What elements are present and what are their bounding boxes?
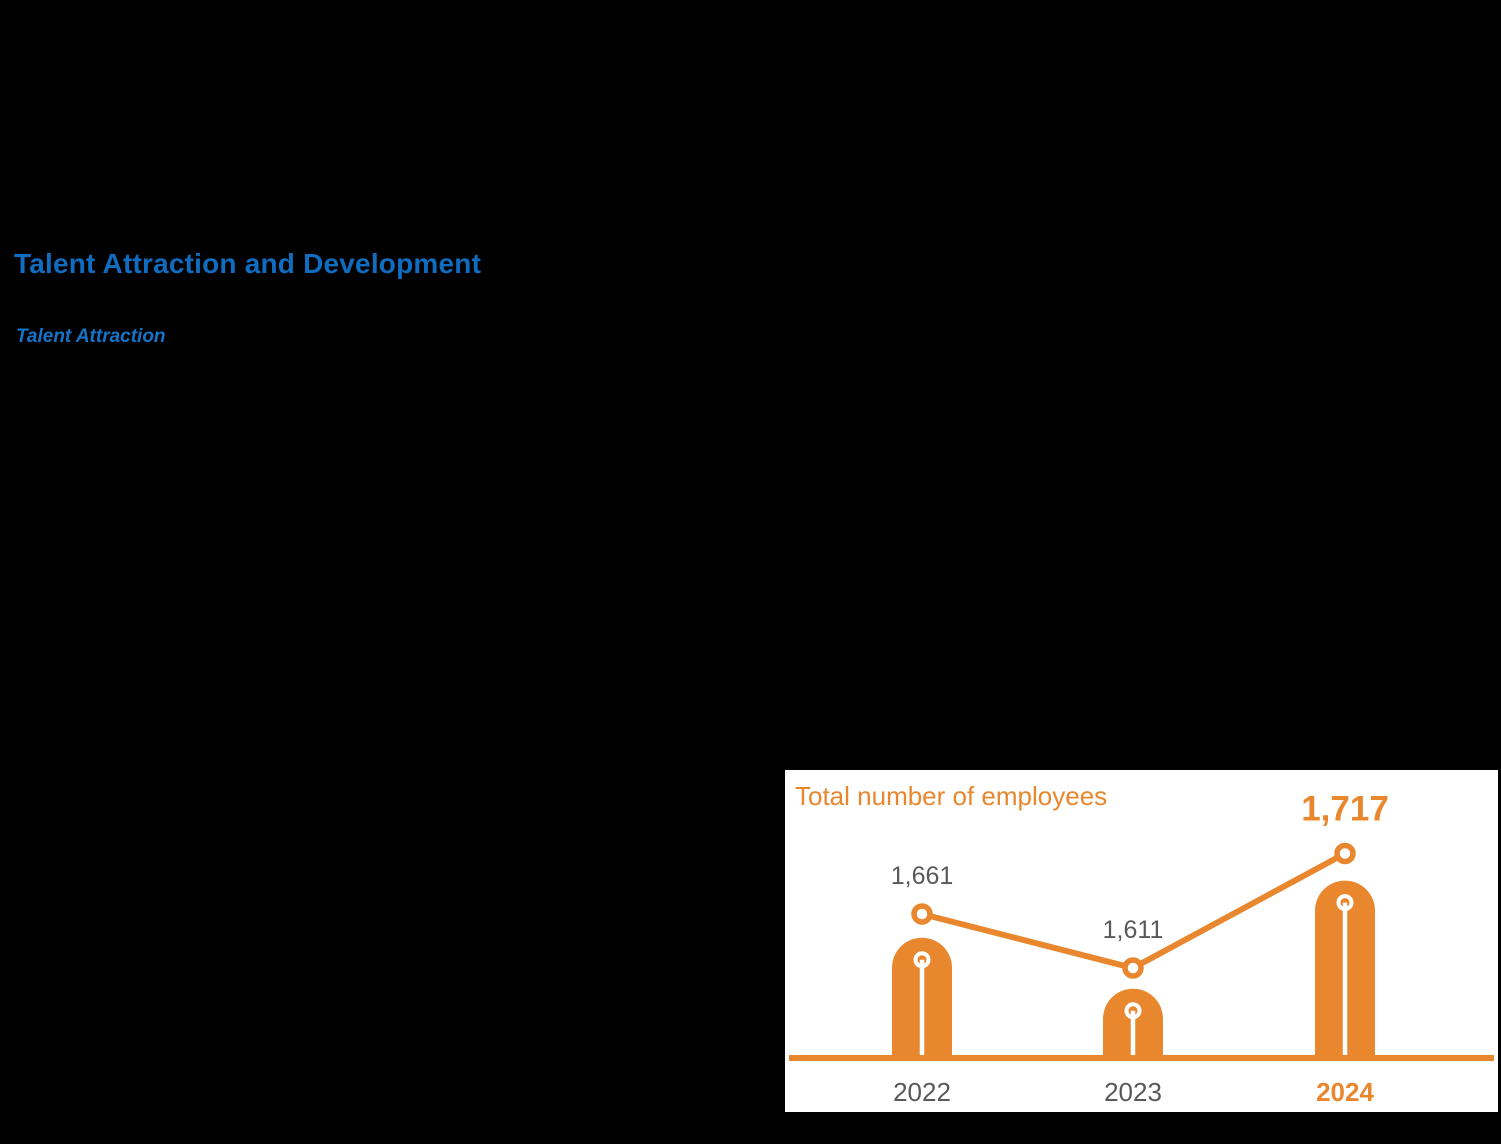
line-marker-2023 [1122,957,1144,979]
x-axis-baseline [789,1055,1494,1061]
line-marker-2022 [911,903,933,925]
value-label-2023: 1,611 [1103,916,1164,944]
bar-stem-dot-2024 [1336,894,1354,912]
category-label-2022: 2022 [893,1077,951,1107]
bar-stem-dot-2023 [1124,1002,1142,1020]
chart-title: Total number of employees [795,781,1108,811]
subsection-title: Talent Attraction [16,326,166,347]
employees-chart-panel: 1,661 1,611 1,717 2022 2023 2024 Total number… [785,770,1498,1112]
bar-stem-dot-2022 [913,951,931,969]
value-label-2024: 1,717 [1301,790,1389,829]
employees-chart: 1,661 1,611 1,717 2022 2023 2024 [789,790,1494,1107]
line-marker-2024 [1334,842,1356,865]
section-title: Talent Attraction and Development [14,248,482,279]
value-label-2022: 1,661 [891,862,954,890]
category-label-2024: 2024 [1316,1077,1374,1107]
trend-line [919,850,1348,972]
category-label-2023: 2023 [1104,1077,1162,1107]
